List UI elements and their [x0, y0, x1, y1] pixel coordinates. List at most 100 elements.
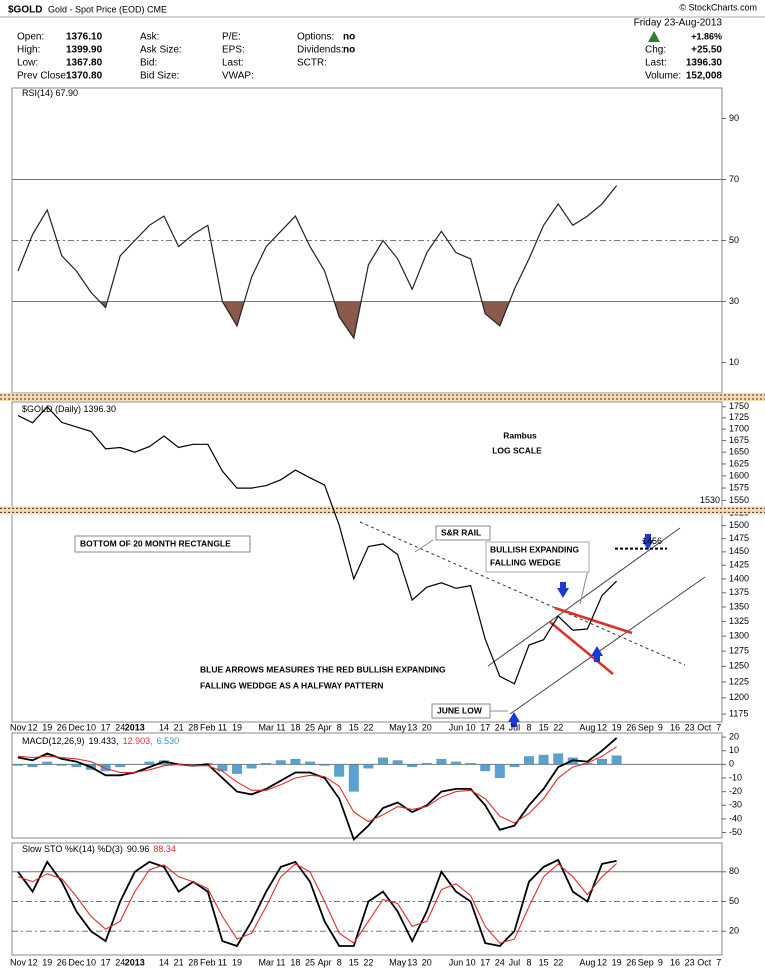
- x-tick-label: 24: [495, 722, 505, 732]
- field-label: VWAP:: [222, 71, 254, 82]
- blue-arrow: [645, 534, 651, 541]
- x-tick-label: Apr: [318, 957, 332, 967]
- field-value: 152,008: [686, 71, 723, 82]
- field-value: 1396.30: [686, 58, 723, 69]
- date: Friday 23-Aug-2013: [634, 18, 723, 29]
- x-tick-label: 10: [466, 957, 476, 967]
- oversold-fill: [18, 301, 617, 339]
- x-tick-label: 8: [337, 957, 342, 967]
- legend-entry: 12.903,: [123, 736, 153, 746]
- panel-title: MACD(12,26,9) 19.433, 12.903, 6.530: [22, 736, 179, 746]
- x-tick-label: 11: [218, 722, 227, 732]
- field-label: Options:: [297, 32, 334, 43]
- field-label: High:: [17, 45, 40, 56]
- field-value: 1399.90: [66, 45, 103, 56]
- x-tick-label: 18: [290, 722, 300, 732]
- x-tick-label: 24: [115, 957, 125, 967]
- panel-title: RSI(14) 67.90: [22, 88, 78, 98]
- x-tick-label: Nov: [10, 957, 27, 967]
- histogram-bar: [509, 764, 520, 768]
- histogram-bar: [232, 764, 242, 774]
- x-tick-label: Feb: [200, 722, 216, 732]
- y-tick-label: 1625: [729, 458, 749, 468]
- y-tick-label: 1225: [729, 676, 749, 686]
- x-tick-label: 17: [480, 957, 490, 967]
- data-line: [17, 746, 617, 824]
- annotation: Rambus: [503, 430, 537, 440]
- annotation-box: [74, 535, 251, 553]
- annotation: BLUE ARROWS MEASURES THE RED BULLISH EXP…: [200, 664, 446, 674]
- x-tick-label: 24: [115, 722, 125, 732]
- annotation: BULLISH EXPANDING: [490, 544, 579, 554]
- x-tick-label: 12: [28, 722, 38, 732]
- field-label: Last:: [222, 58, 244, 69]
- y-tick-label: 1575: [729, 482, 749, 492]
- x-tick-label: Sep: [638, 957, 654, 967]
- x-tick-label: 22: [553, 957, 563, 967]
- y-tick-label: -10: [729, 772, 742, 782]
- histogram-bar: [378, 757, 388, 765]
- y-tick-label: -40: [729, 813, 742, 823]
- x-tick-label: 2013: [125, 957, 145, 967]
- x-tick-label: 8: [526, 722, 531, 732]
- y-tick-label: 1500: [729, 520, 749, 530]
- x-tick-label: 18: [290, 957, 300, 967]
- x-tick-label: Aug: [579, 722, 595, 732]
- change-pct: +1.86%: [691, 31, 722, 41]
- channel-upper: [487, 527, 681, 667]
- data-line: [17, 185, 618, 340]
- histogram-bar: [27, 764, 38, 768]
- x-tick-label: Dec: [68, 722, 85, 732]
- wedge-line: [549, 621, 614, 675]
- x-tick-label: 14: [159, 957, 169, 967]
- x-tick-label: 12: [597, 957, 607, 967]
- x-tick-label: 19: [232, 957, 242, 967]
- x-tick-label: Feb: [200, 957, 216, 967]
- x-tick-label: 17: [101, 722, 111, 732]
- x-tick-label: Aug: [579, 957, 595, 967]
- x-tick-label: 13: [407, 722, 417, 732]
- annotation: JUNE LOW: [437, 705, 483, 715]
- x-tick-label: 14: [159, 722, 169, 732]
- data-line: [17, 405, 618, 685]
- data-line: [17, 737, 618, 841]
- y-tick-label: 10: [729, 357, 739, 367]
- panel-title-text: RSI(14) 67.90: [22, 88, 78, 98]
- legend-entry: 90.96: [127, 844, 150, 854]
- y-tick-label: 90: [729, 113, 739, 123]
- histogram-bar: [290, 758, 301, 765]
- histogram-bar: [275, 760, 286, 765]
- y-tick-label: 1375: [729, 587, 749, 597]
- histogram-bar: [582, 763, 593, 765]
- histogram-bar: [407, 764, 418, 768]
- y-tick-label: 1400: [729, 573, 749, 583]
- x-tick-label: 19: [42, 722, 52, 732]
- y-tick-label: 1475: [729, 533, 749, 543]
- x-tick-label: 11: [276, 957, 285, 967]
- histogram-bar: [144, 761, 155, 765]
- blue-arrow: [511, 721, 517, 727]
- x-tick-label: Nov: [10, 722, 27, 732]
- up-arrow: [648, 31, 660, 42]
- legend-entry: 6.530: [157, 736, 180, 746]
- annotation-box: [435, 525, 491, 541]
- field-label: Ask Size:: [140, 45, 182, 56]
- y-tick-label: 1425: [729, 560, 749, 570]
- histogram-bar: [421, 763, 432, 765]
- level-label: 1456: [642, 536, 662, 546]
- field-value: 1370.80: [66, 71, 103, 82]
- x-tick-label: 16: [670, 722, 680, 732]
- x-tick-label: 15: [349, 957, 359, 967]
- x-tick-label: 12: [597, 722, 607, 732]
- x-tick-label: 17: [101, 957, 111, 967]
- x-tick-label: May: [389, 722, 407, 732]
- y-tick-label: 10: [729, 745, 739, 755]
- x-tick-label: 7: [716, 722, 721, 732]
- x-tick-label: Mar: [258, 722, 274, 732]
- x-tick-label: Sep: [638, 722, 654, 732]
- x-tick-label: 22: [553, 722, 563, 732]
- x-tick-label: Mar: [258, 957, 274, 967]
- histogram-bar: [494, 764, 505, 778]
- y-tick-label: 70: [729, 174, 739, 184]
